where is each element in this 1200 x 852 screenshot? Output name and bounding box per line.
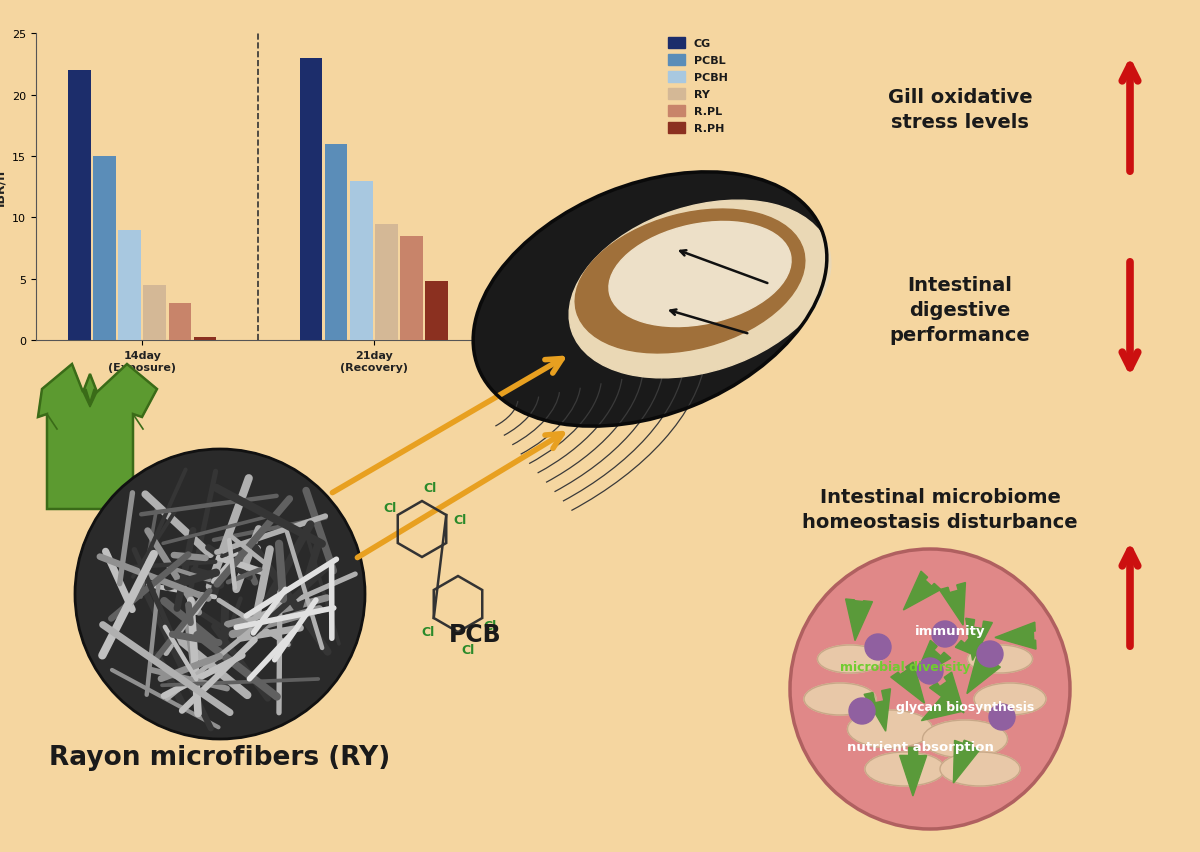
- FancyArrow shape: [900, 747, 926, 796]
- Text: Cl: Cl: [421, 625, 434, 639]
- FancyArrow shape: [967, 650, 1001, 694]
- Ellipse shape: [804, 683, 876, 715]
- Text: Cl: Cl: [383, 501, 397, 514]
- Text: Cl: Cl: [484, 619, 497, 633]
- Bar: [193, 337, 216, 341]
- Ellipse shape: [817, 645, 882, 673]
- Text: immunity: immunity: [914, 625, 985, 638]
- Text: Rayon microfibers (RY): Rayon microfibers (RY): [49, 744, 391, 770]
- Ellipse shape: [967, 645, 1032, 673]
- Circle shape: [850, 698, 875, 724]
- FancyArrow shape: [966, 619, 992, 660]
- Ellipse shape: [923, 720, 1008, 758]
- Text: glycan biosynthesis: glycan biosynthesis: [896, 700, 1034, 714]
- FancyArrow shape: [922, 688, 964, 721]
- Polygon shape: [38, 365, 157, 509]
- Text: microbial diversity: microbial diversity: [840, 660, 970, 674]
- Circle shape: [790, 550, 1070, 829]
- Text: Cl: Cl: [424, 481, 437, 494]
- FancyArrow shape: [930, 672, 964, 713]
- FancyArrow shape: [955, 627, 995, 664]
- FancyArrow shape: [940, 583, 966, 625]
- Text: nutrient absorption: nutrient absorption: [846, 740, 994, 754]
- Bar: [300, 59, 323, 341]
- Bar: [94, 157, 116, 341]
- Text: Cl: Cl: [461, 642, 475, 656]
- Bar: [350, 181, 372, 341]
- Ellipse shape: [847, 711, 932, 748]
- Ellipse shape: [575, 210, 805, 354]
- FancyArrow shape: [846, 599, 872, 641]
- Circle shape: [917, 659, 943, 684]
- Circle shape: [977, 642, 1003, 667]
- Ellipse shape: [865, 752, 946, 786]
- FancyArrow shape: [914, 641, 950, 680]
- Circle shape: [74, 450, 365, 740]
- Circle shape: [989, 704, 1015, 730]
- Circle shape: [865, 634, 890, 660]
- Bar: [400, 237, 422, 341]
- Bar: [376, 224, 397, 341]
- FancyArrow shape: [904, 572, 941, 610]
- Text: PCB: PCB: [449, 622, 502, 646]
- FancyArrow shape: [995, 623, 1036, 649]
- Ellipse shape: [473, 173, 827, 427]
- Text: Cl: Cl: [454, 513, 467, 526]
- Circle shape: [932, 621, 958, 648]
- Bar: [68, 71, 91, 341]
- Text: Intestinal microbiome
homeostasis disturbance: Intestinal microbiome homeostasis distur…: [802, 487, 1078, 532]
- Bar: [168, 304, 191, 341]
- Y-axis label: IBR/n: IBR/n: [0, 169, 6, 206]
- Bar: [119, 230, 140, 341]
- Bar: [144, 285, 166, 341]
- Polygon shape: [83, 389, 97, 407]
- Legend: CG, PCBL, PCBH, RY, R.PL, R.PH: CG, PCBL, PCBH, RY, R.PL, R.PH: [664, 33, 732, 139]
- FancyArrow shape: [954, 740, 980, 783]
- Text: Intestinal
digestive
performance: Intestinal digestive performance: [889, 275, 1031, 344]
- FancyArrow shape: [890, 662, 924, 704]
- Ellipse shape: [569, 201, 830, 378]
- Text: Gill oxidative
stress levels: Gill oxidative stress levels: [888, 88, 1032, 132]
- Ellipse shape: [974, 683, 1046, 715]
- Ellipse shape: [940, 752, 1020, 786]
- FancyArrow shape: [864, 689, 890, 731]
- Bar: [425, 282, 448, 341]
- Bar: [325, 145, 348, 341]
- Ellipse shape: [608, 222, 791, 327]
